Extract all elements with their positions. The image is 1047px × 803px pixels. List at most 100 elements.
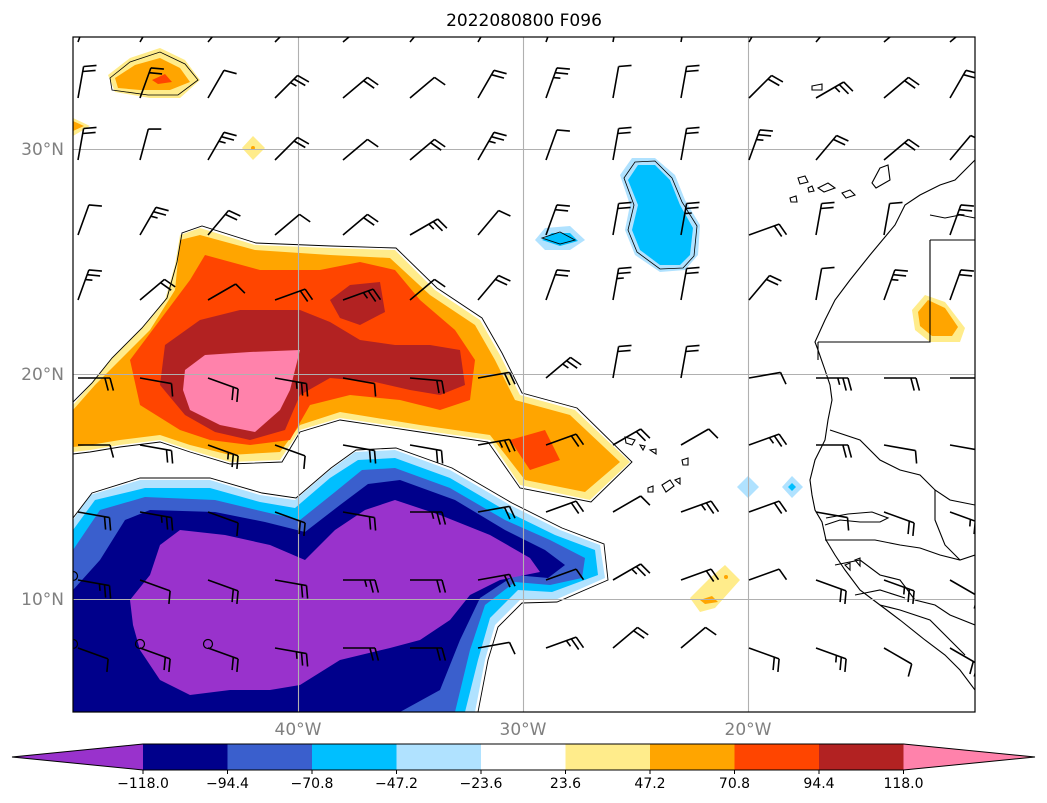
wind-barb: [748, 433, 788, 447]
wind-barb: [274, 511, 306, 536]
wind-barb: [77, 269, 102, 301]
colorbar-tick-label: −23.6: [460, 776, 503, 792]
map-panel: [73, 37, 975, 712]
wind-barb: [410, 647, 447, 661]
wind-barb: [545, 568, 585, 581]
wind-barb: [949, 37, 958, 43]
wind-barb: [77, 511, 112, 531]
wind-barb: [274, 444, 306, 469]
wind-barb: [612, 563, 651, 581]
wind-barb: [207, 283, 246, 301]
wind-barb: [342, 444, 377, 464]
wind-barb: [274, 647, 309, 667]
colorbar-tick-label: 94.4: [803, 776, 834, 792]
wind-barb: [274, 377, 309, 397]
wind-barb: [274, 288, 314, 302]
wind-barb: [883, 76, 920, 99]
wind-barb: [545, 129, 570, 161]
colorbar-cell: [312, 744, 397, 770]
wind-barb: [207, 209, 241, 236]
colorbar-tick-label: −94.4: [206, 776, 249, 792]
wind-barb: [477, 69, 507, 99]
colorbar-cell: [396, 744, 482, 770]
wind-barb: [748, 223, 788, 237]
wind-barb: [274, 74, 310, 99]
wind-barb: [274, 213, 311, 236]
colorbar-tick-label: −70.8: [291, 776, 334, 792]
wind-barb: [545, 204, 570, 236]
wind-barb: [207, 377, 239, 402]
wind-barb: [949, 204, 974, 236]
wind-barb: [409, 218, 448, 236]
wind-barb: [477, 641, 516, 655]
wind-barb: [207, 444, 239, 469]
wind-barb: [343, 579, 380, 593]
wind-barb: [409, 76, 446, 99]
wind-barb: [410, 579, 447, 593]
wind-barb: [883, 579, 915, 604]
wind-barbs: [77, 37, 975, 677]
wind-barb: [748, 568, 788, 581]
map-title: 2022080800 F096: [446, 11, 602, 31]
wind-barb: [77, 64, 97, 99]
wind-barb: [477, 209, 511, 236]
wind-barb: [545, 500, 585, 514]
wind-barb: [815, 81, 854, 99]
wind-barb: [748, 274, 782, 301]
wind-barb: [342, 377, 377, 397]
wind-barb: [748, 74, 784, 99]
colorbar-cell: [227, 744, 313, 770]
wind-barb: [409, 278, 446, 301]
wind-barb: [815, 37, 822, 43]
wind-barb: [207, 69, 237, 99]
wind-barb: [139, 128, 162, 161]
wind-barb: [342, 138, 379, 161]
wind-barb: [139, 444, 174, 464]
lon-label: 30°W: [500, 720, 547, 740]
wind-barb: [816, 444, 853, 458]
wind-barb: [949, 69, 975, 99]
wind-barb: [274, 579, 309, 599]
wind-barb: [207, 647, 239, 672]
wind-barb: [883, 138, 920, 161]
wind-barb: [342, 288, 382, 302]
colorbar-tick-label: −47.2: [375, 776, 418, 792]
wind-barb: [612, 126, 632, 161]
wind-barb: [477, 573, 516, 588]
wind-barb: [748, 129, 773, 161]
colorbar-cell: [819, 744, 904, 770]
wind-barb: [545, 269, 570, 301]
colorbar-tick-label: −118.0: [117, 776, 169, 792]
wind-barb: [545, 356, 582, 379]
wind-barb: [612, 626, 649, 649]
wind-barb: [949, 269, 974, 301]
wind-barb: [477, 371, 516, 386]
lon-label: 40°W: [275, 720, 322, 740]
wind-barb: [342, 76, 379, 99]
wind-barb: [950, 377, 975, 379]
wind-barb: [477, 274, 511, 301]
wind-barb: [748, 371, 787, 385]
map-frame: [72, 36, 976, 713]
wind-barb: [815, 201, 835, 236]
wind-barb: [77, 579, 112, 599]
wind-barb: [545, 67, 570, 99]
wind-barb: [343, 647, 380, 661]
longitude-labels: 40°W 30°W 20°W: [275, 720, 772, 740]
wind-barb: [78, 377, 115, 391]
wind-barb: [949, 444, 975, 451]
colorbar-tick-label: 47.2: [634, 776, 665, 792]
wind-barb: [77, 204, 102, 236]
latitude-labels: 30°N 20°N 10°N: [21, 140, 64, 610]
colorbar-tick-label: 23.6: [550, 776, 581, 792]
wind-barb: [139, 278, 176, 301]
wind-barb: [883, 269, 908, 301]
wind-barb: [883, 444, 918, 464]
wind-barb: [883, 201, 903, 236]
wind-barb: [884, 377, 921, 391]
wind-barb: [612, 201, 632, 236]
wind-barb: [680, 126, 700, 161]
wind-barb: [207, 511, 239, 536]
wind-barb: [680, 626, 717, 649]
wind-barb: [545, 636, 585, 650]
